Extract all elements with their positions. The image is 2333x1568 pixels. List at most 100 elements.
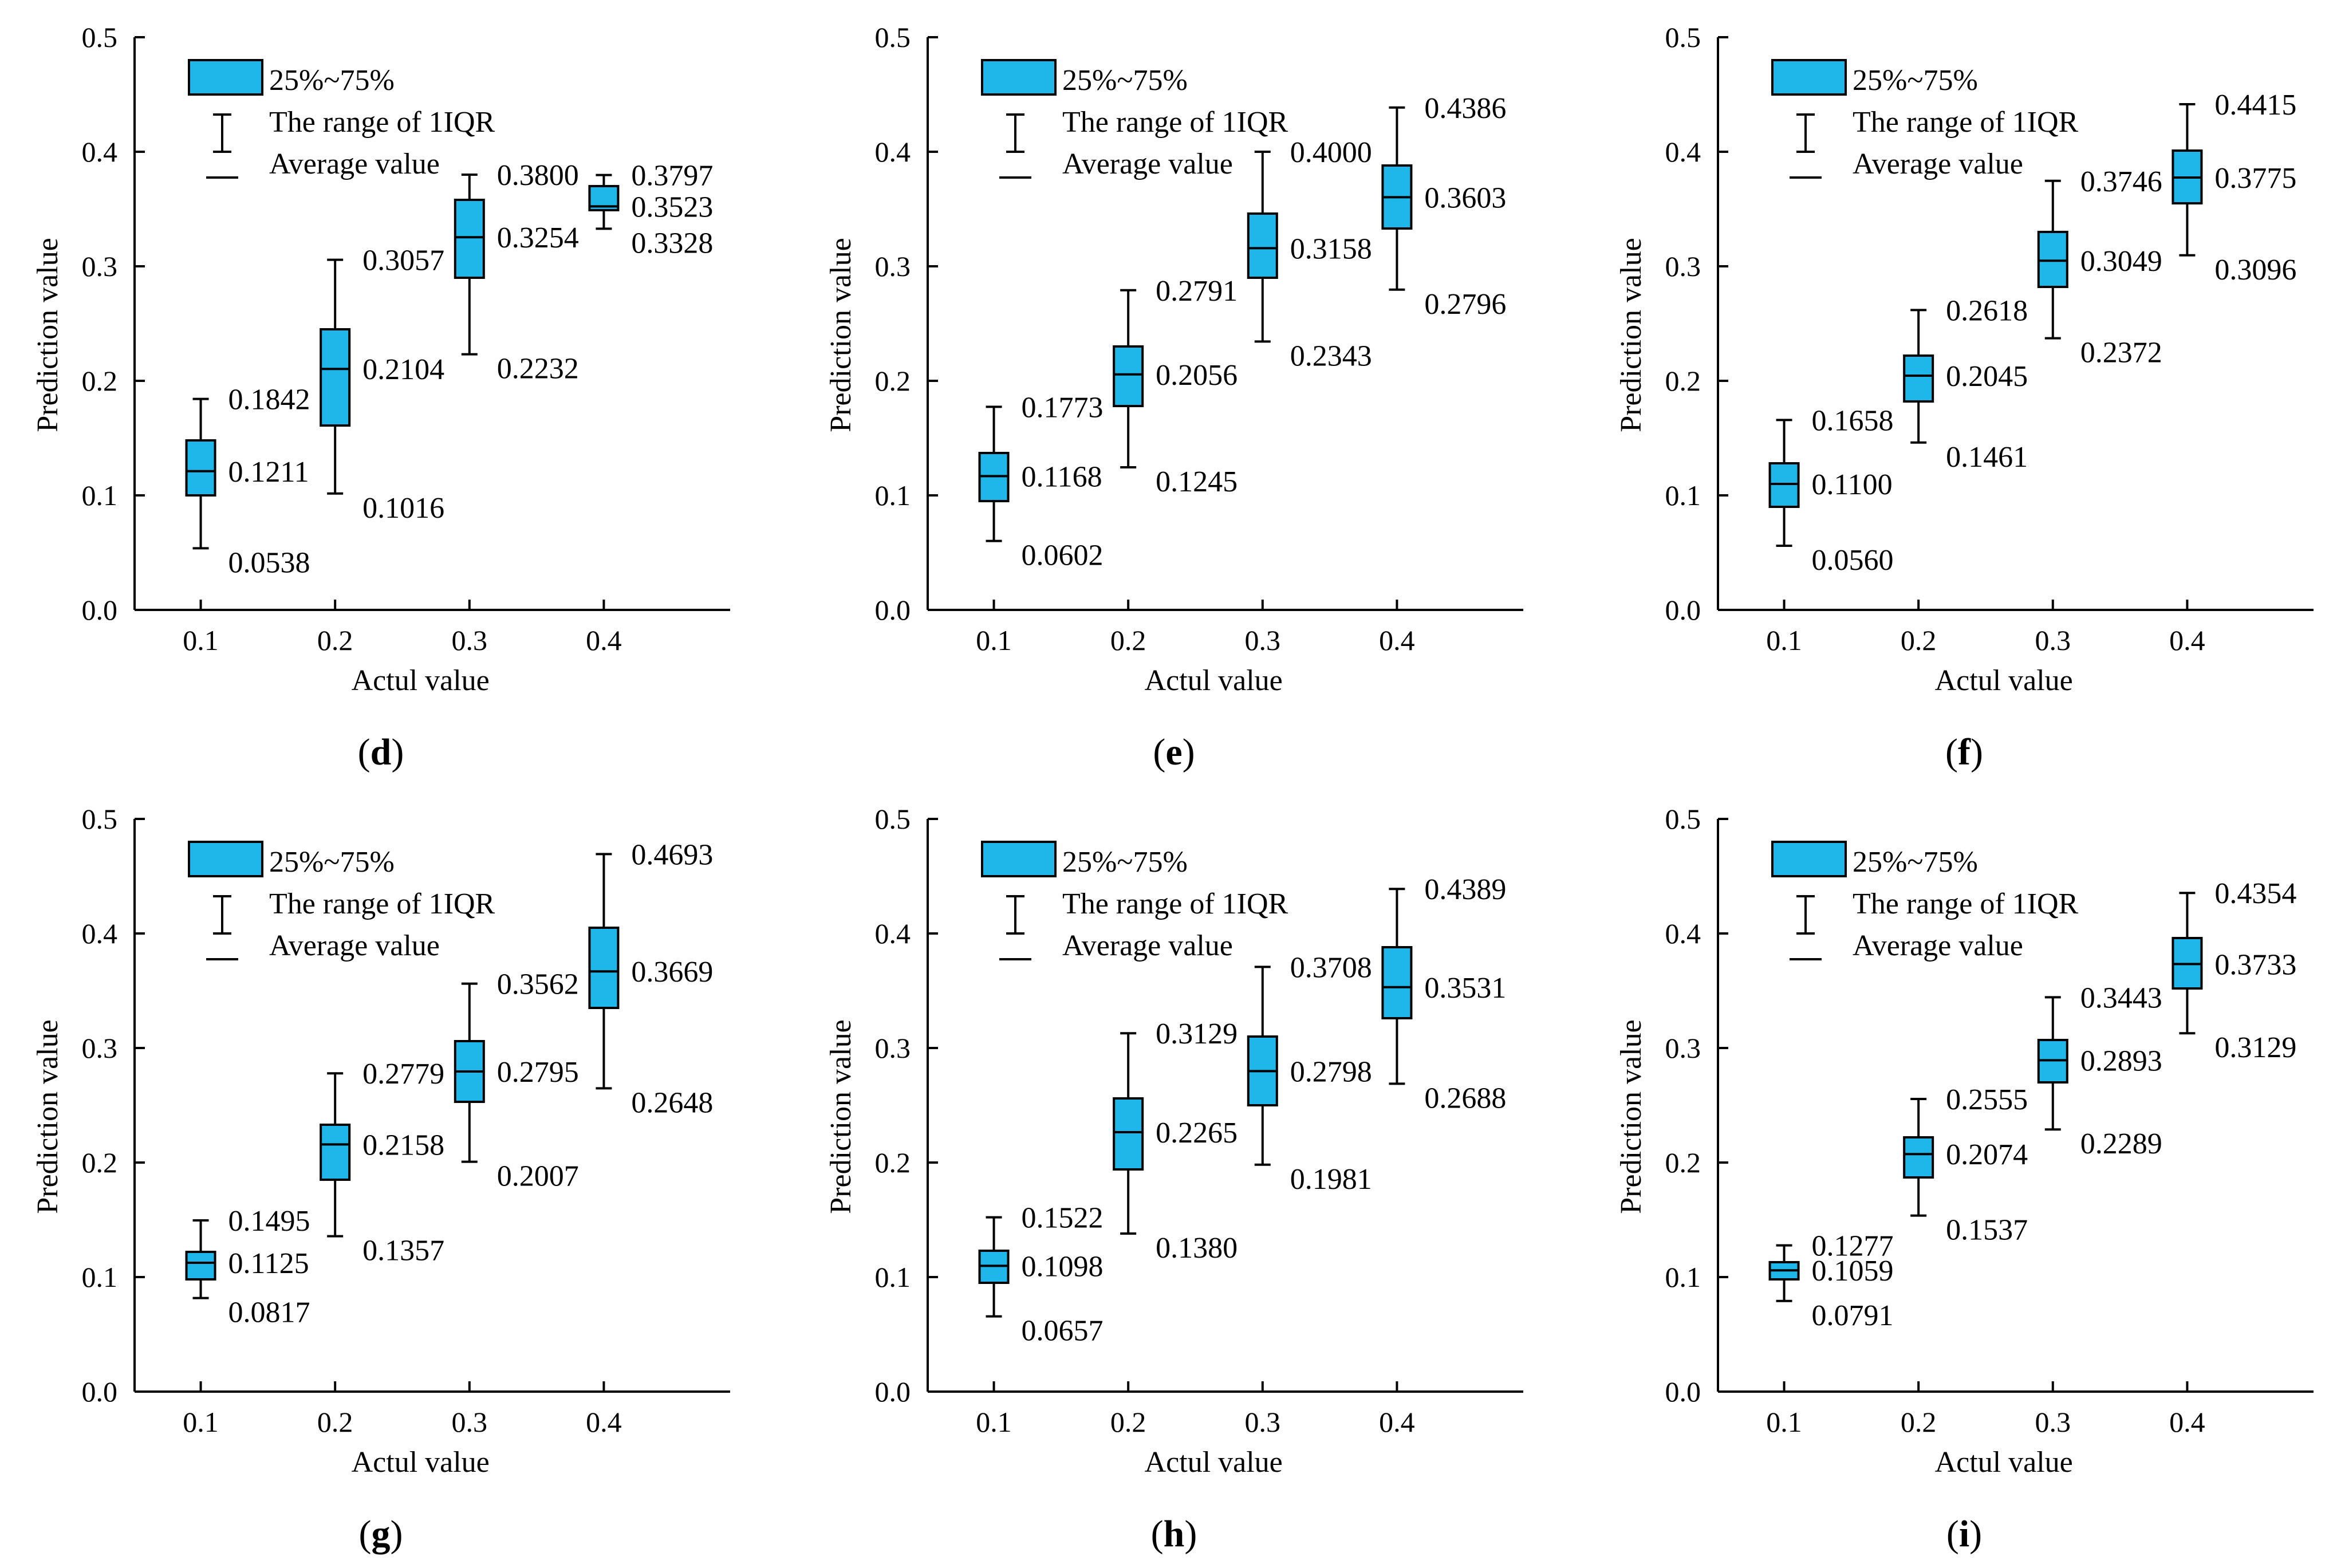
x-tick-label: 0.4: [2169, 1406, 2205, 1438]
value-annotation: 0.2893: [2080, 1045, 2162, 1077]
value-annotation: 0.3096: [2214, 254, 2296, 286]
y-tick-label: 0.3: [82, 1032, 118, 1064]
iqr-box: [320, 1124, 351, 1181]
value-annotation: 0.4415: [2214, 89, 2296, 121]
legend-whisker-label: The range of 1IQR: [1062, 888, 1288, 920]
x-axis-title: Actul value: [1145, 1446, 1283, 1479]
iqr-box: [185, 439, 216, 497]
y-tick-label: 0.2: [1665, 1147, 1701, 1179]
value-annotation: 0.3129: [1156, 1018, 1238, 1050]
y-axis-title: Prediction value: [31, 1019, 64, 1214]
panel-label: (g): [359, 1513, 403, 1555]
legend-whisker-label: The range of 1IQR: [269, 888, 495, 920]
iqr-box: [588, 927, 620, 1009]
x-tick-label: 0.3: [1245, 1406, 1281, 1438]
value-annotation: 0.2795: [497, 1056, 579, 1089]
y-tick-label: 0.0: [1665, 1376, 1701, 1408]
y-tick-label: 0.0: [875, 594, 911, 626]
value-annotation: 0.1842: [228, 384, 310, 416]
x-tick-label: 0.4: [1379, 624, 1415, 656]
x-axis-title: Actul value: [1935, 664, 2073, 697]
iqr-box: [1381, 946, 1413, 1019]
value-annotation: 0.4000: [1290, 136, 1372, 169]
legend-mean-label: Average value: [1062, 929, 1233, 962]
legend-box-label: 25%~75%: [1853, 64, 1978, 97]
y-tick-label: 0.5: [82, 803, 118, 835]
iqr-box: [2037, 231, 2068, 288]
x-tick-label: 0.2: [1901, 1406, 1937, 1438]
x-axis-title: Actul value: [1935, 1446, 2073, 1479]
y-tick-label: 0.0: [82, 1376, 118, 1408]
y-tick-label: 0.2: [82, 365, 118, 397]
value-annotation: 0.1537: [1946, 1214, 2028, 1247]
y-axis-title: Prediction value: [825, 1019, 857, 1214]
y-axis-title: Prediction value: [825, 238, 857, 432]
y-tick-label: 0.3: [875, 1032, 911, 1064]
value-annotation: 0.1380: [1156, 1232, 1238, 1264]
x-tick-label: 0.2: [1110, 1406, 1146, 1438]
y-tick-label: 0.5: [1665, 21, 1701, 53]
chart-panel-i: 0.0 0.1 0.2 0.3 0.4 0.5 0.1 0.2 0.3 0.4 Actul valu…: [1615, 803, 2314, 1479]
value-annotation: 0.2045: [1946, 360, 2028, 393]
value-annotation: 0.3523: [631, 191, 713, 223]
y-tick-label: 0.5: [82, 21, 118, 53]
value-annotation: 0.2648: [631, 1086, 713, 1119]
legend-box-label: 25%~75%: [1853, 846, 1978, 878]
value-annotation: 0.2688: [1424, 1082, 1506, 1114]
value-annotation: 0.4693: [631, 838, 713, 871]
legend-box-label: 25%~75%: [1062, 846, 1188, 878]
value-annotation: 0.2007: [497, 1160, 579, 1193]
x-tick-label: 0.3: [2035, 1406, 2071, 1438]
legend-box-swatch: [981, 841, 1057, 877]
value-annotation: 0.2104: [362, 353, 444, 386]
legend-box-label: 25%~75%: [269, 846, 395, 878]
iqr-box: [1903, 1136, 1934, 1179]
y-tick-label: 0.2: [1665, 365, 1701, 397]
x-tick-label: 0.1: [183, 1406, 219, 1438]
value-annotation: 0.3562: [497, 968, 579, 1001]
value-annotation: 0.1098: [1022, 1250, 1104, 1283]
legend-whisker-label: The range of 1IQR: [1853, 888, 2079, 920]
legend-box-swatch: [1771, 59, 1847, 96]
y-tick-label: 0.1: [1665, 1261, 1701, 1293]
value-annotation: 0.1245: [1156, 466, 1238, 498]
x-tick-label: 0.2: [317, 624, 353, 656]
value-annotation: 0.2343: [1290, 340, 1372, 372]
y-tick-label: 0.5: [1665, 803, 1701, 835]
value-annotation: 0.1981: [1290, 1163, 1372, 1196]
x-tick-label: 0.2: [1901, 624, 1937, 656]
value-annotation: 0.2796: [1424, 288, 1506, 321]
value-annotation: 0.2265: [1156, 1117, 1238, 1149]
value-annotation: 0.2779: [362, 1058, 444, 1090]
x-axis-title: Actul value: [352, 1446, 490, 1479]
value-annotation: 0.2056: [1156, 359, 1238, 392]
legend-mean-label: Average value: [1853, 929, 2023, 962]
legend-whisker-label: The range of 1IQR: [1853, 106, 2079, 139]
y-tick-label: 0.4: [82, 136, 118, 168]
value-annotation: 0.4354: [2214, 877, 2296, 910]
legend-box-label: 25%~75%: [269, 64, 395, 97]
value-annotation: 0.0657: [1022, 1315, 1104, 1348]
legend-box-swatch: [1771, 841, 1847, 877]
legend-box-swatch: [981, 59, 1057, 96]
value-annotation: 0.3800: [497, 159, 579, 192]
value-annotation: 0.0602: [1022, 539, 1104, 572]
value-annotation: 0.1211: [228, 456, 309, 488]
value-annotation: 0.3531: [1424, 972, 1506, 1004]
value-annotation: 0.1658: [1812, 404, 1894, 437]
value-annotation: 0.3733: [2214, 948, 2296, 981]
iqr-box: [185, 1251, 216, 1281]
y-tick-label: 0.4: [82, 917, 118, 950]
value-annotation: 0.2232: [497, 353, 579, 385]
panel-label: (i): [1946, 1513, 1982, 1555]
value-annotation: 0.1016: [362, 492, 444, 525]
value-annotation: 0.0538: [228, 546, 310, 579]
x-tick-label: 0.1: [976, 1406, 1012, 1438]
panel-label: (f): [1945, 731, 1983, 773]
value-annotation: 0.1100: [1812, 468, 1893, 501]
x-tick-label: 0.3: [452, 624, 488, 656]
value-annotation: 0.4389: [1424, 873, 1506, 906]
value-annotation: 0.3669: [631, 956, 713, 988]
iqr-box: [1247, 212, 1278, 279]
